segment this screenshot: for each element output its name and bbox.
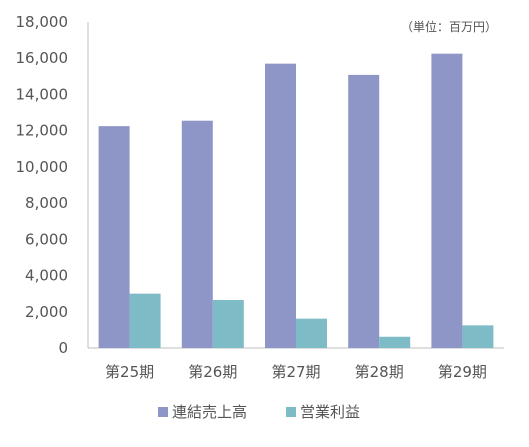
x-tick-label: 第27期: [271, 363, 320, 381]
legend-label: 営業利益: [300, 403, 360, 421]
bar-sales: [265, 63, 296, 349]
bar-operating-profit: [212, 300, 244, 348]
bar-sales: [181, 120, 213, 348]
legend-label: 連結売上高: [172, 403, 247, 421]
legend-swatch: [158, 407, 168, 417]
bar-sales: [431, 53, 463, 348]
y-tick-label: 12,000: [16, 122, 69, 140]
unit-label: （単位：百万円）: [401, 19, 497, 34]
y-tick-label: 16,000: [16, 49, 69, 67]
y-tick-label: 8,000: [25, 194, 68, 212]
x-axis-ticks: 第25期 第26期 第27期 第28期 第29期: [105, 363, 487, 381]
y-axis-ticks: 0 2,000 4,000 6,000 8,000 10,000 12,000 14,000 1…: [16, 13, 69, 357]
bar-operating-profit: [379, 336, 411, 348]
y-tick-label: 14,000: [16, 85, 69, 103]
x-tick-label: 第29期: [438, 363, 487, 381]
bar-sales: [98, 126, 130, 348]
y-tick-label: 0: [58, 339, 68, 357]
y-tick-label: 6,000: [25, 230, 68, 248]
bar-operating-profit: [129, 293, 161, 348]
y-tick-label: 10,000: [16, 158, 69, 176]
bar-sales: [348, 74, 380, 348]
y-tick-label: 2,000: [25, 303, 68, 321]
bar-operating-profit: [462, 325, 494, 348]
x-tick-label: 第25期: [105, 363, 154, 381]
bar-operating-profit: [296, 318, 327, 348]
x-tick-label: 第26期: [188, 363, 237, 381]
bars: [98, 53, 494, 349]
y-tick-label: 18,000: [16, 13, 69, 31]
y-tick-label: 4,000: [25, 267, 68, 285]
legend-swatch: [286, 407, 296, 417]
x-tick-label: 第28期: [355, 363, 404, 381]
legend: 連結売上高 営業利益: [158, 403, 360, 421]
